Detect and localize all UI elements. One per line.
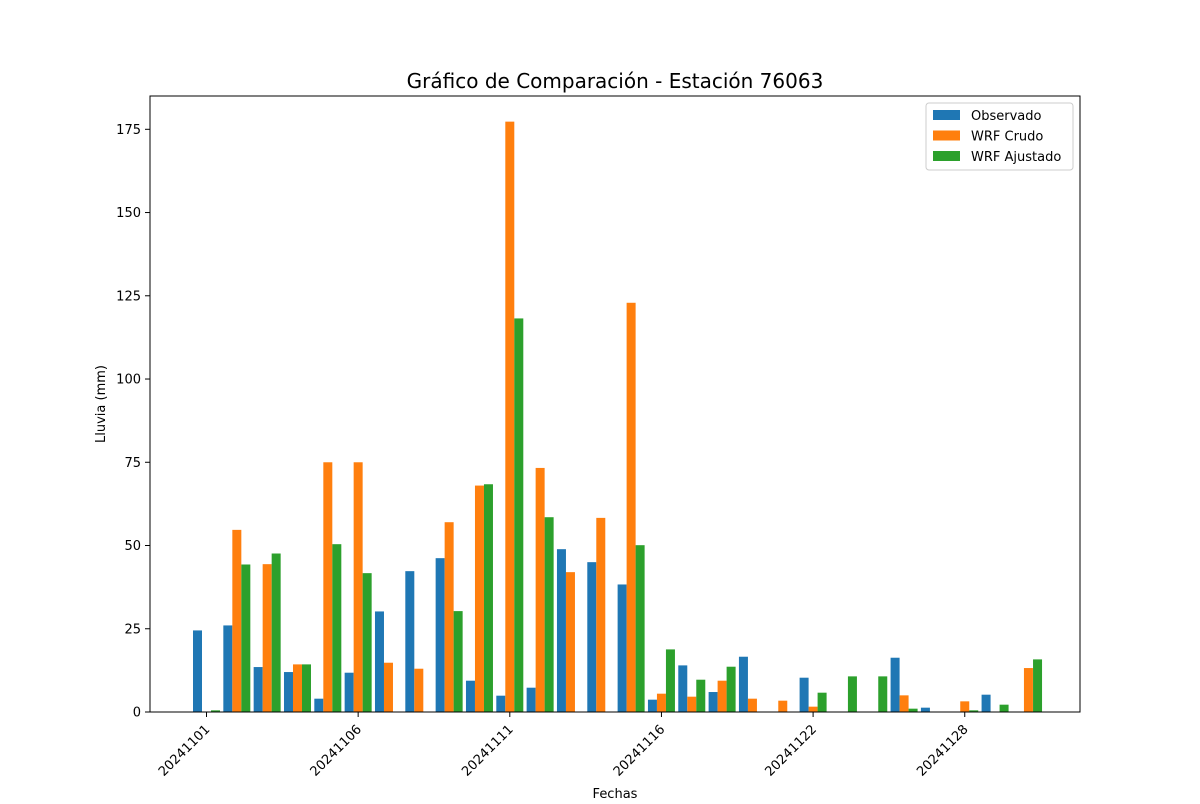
bar-wrf-crudo-10	[505, 121, 515, 712]
bars-layer	[193, 121, 1043, 712]
legend-label: WRF Crudo	[971, 130, 1043, 145]
x-axis: 20241101 20241106 20241111 20241116 20241122…	[156, 712, 972, 780]
x-axis-label: Fechas	[593, 787, 638, 800]
bar-observado-23	[890, 657, 900, 712]
bar-wrf-crudo-6	[383, 662, 393, 712]
bar-observado-7	[405, 571, 415, 712]
bar-wrf-ajustado-22	[878, 676, 888, 712]
plot-frame	[149, 95, 1081, 713]
bar-observado-20	[799, 677, 809, 712]
bar-wrf-crudo-3	[292, 664, 302, 712]
x-tick-label: 20241111	[459, 722, 516, 779]
bar-wrf-crudo-18	[747, 698, 757, 712]
bar-wrf-ajustado-16	[696, 679, 706, 712]
bar-wrf-crudo-9	[474, 485, 484, 712]
bar-wrf-ajustado-3	[301, 664, 311, 712]
bar-observado-1	[223, 625, 233, 712]
legend-label: Observado	[971, 109, 1042, 124]
bar-extra-1	[1033, 659, 1043, 712]
bar-observado-11	[526, 687, 536, 712]
bar-wrf-crudo-20	[808, 706, 818, 712]
y-tick-label: 25	[124, 622, 141, 637]
bar-wrf-crudo-11	[535, 467, 545, 712]
bar-observado-10	[496, 695, 506, 712]
bar-wrf-ajustado-10	[514, 318, 524, 712]
bar-extra-0	[1023, 668, 1033, 712]
bar-wrf-crudo-14	[626, 302, 636, 712]
bar-observado-0	[193, 630, 202, 712]
legend-swatch	[933, 130, 960, 141]
y-axis-label: Lluvia (mm)	[94, 365, 109, 443]
bar-wrf-crudo-7	[414, 668, 424, 712]
bar-observado-26	[981, 694, 991, 712]
bar-observado-18	[738, 656, 748, 712]
legend-swatch	[933, 151, 960, 161]
bar-wrf-crudo-23	[899, 695, 909, 712]
bar-wrf-crudo-2	[262, 564, 272, 712]
bar-wrf-ajustado-4	[332, 544, 342, 712]
x-tick-label: 20241122	[763, 722, 820, 779]
x-tick-label: 20241106	[308, 722, 365, 779]
y-tick-label: 150	[116, 206, 141, 221]
y-tick-label: 50	[124, 539, 141, 554]
bar-wrf-ajustado-8	[453, 611, 463, 712]
bar-wrf-crudo-1	[232, 529, 242, 712]
y-tick-label: 125	[116, 289, 141, 304]
y-tick-label: 75	[124, 456, 141, 471]
bar-wrf-ajustado-9	[483, 484, 493, 712]
bar-wrf-crudo-25	[960, 701, 970, 712]
bar-observado-2	[253, 667, 263, 712]
bar-wrf-crudo-12	[565, 572, 575, 712]
bar-observado-17	[708, 692, 718, 712]
bar-wrf-crudo-13	[596, 517, 606, 712]
y-axis: 0 25 50 75 100 125 150 175	[116, 123, 150, 721]
bar-wrf-ajustado-1	[241, 564, 251, 712]
x-tick-label: 20241116	[611, 722, 668, 779]
bar-wrf-crudo-4	[323, 462, 333, 712]
bar-observado-14	[617, 584, 627, 712]
bar-wrf-ajustado-23	[908, 708, 918, 712]
bar-observado-12	[556, 549, 566, 712]
x-tick-label: 20241101	[156, 722, 213, 779]
bar-wrf-ajustado-14	[635, 545, 645, 712]
chart-title: Gráfico de Comparación - Estación 76063	[407, 69, 824, 93]
bar-observado-8	[435, 558, 445, 712]
bar-wrf-ajustado-11	[544, 517, 554, 712]
bar-wrf-crudo-8	[444, 522, 454, 712]
bar-wrf-ajustado-20	[817, 692, 827, 712]
bar-wrf-ajustado-17	[726, 666, 736, 712]
y-tick-label: 100	[116, 373, 141, 388]
bar-wrf-ajustado-21	[847, 676, 857, 712]
legend-label: WRF Ajustado	[971, 150, 1061, 165]
bar-observado-16	[678, 665, 688, 712]
bar-observado-5	[344, 672, 354, 712]
bar-wrf-crudo-19	[778, 700, 788, 712]
y-tick-label: 0	[133, 706, 141, 721]
bar-wrf-ajustado-15	[665, 649, 675, 712]
bar-observado-4	[314, 698, 324, 712]
legend-swatch	[933, 110, 960, 120]
bar-wrf-crudo-16	[687, 696, 697, 712]
bar-wrf-crudo-17	[717, 680, 727, 712]
bar-wrf-ajustado-5	[362, 573, 372, 712]
bar-wrf-ajustado-0	[211, 710, 220, 712]
y-tick-label: 175	[116, 123, 141, 138]
bar-wrf-crudo-15	[656, 693, 666, 712]
bar-observado-13	[587, 562, 597, 712]
bar-observado-24	[920, 707, 930, 712]
bar-wrf-ajustado-26	[999, 704, 1009, 712]
bar-wrf-ajustado-25	[969, 710, 979, 712]
bar-wrf-ajustado-2	[271, 553, 281, 712]
bar-observado-3	[283, 672, 293, 712]
legend: Observado WRF Crudo WRF Ajustado	[925, 102, 1074, 171]
bar-observado-6	[374, 611, 384, 712]
x-tick-label: 20241128	[914, 722, 971, 779]
bar-wrf-crudo-5	[353, 462, 363, 712]
bar-observado-9	[465, 680, 475, 712]
bar-observado-15	[647, 699, 657, 712]
legend-frame	[925, 102, 1074, 171]
